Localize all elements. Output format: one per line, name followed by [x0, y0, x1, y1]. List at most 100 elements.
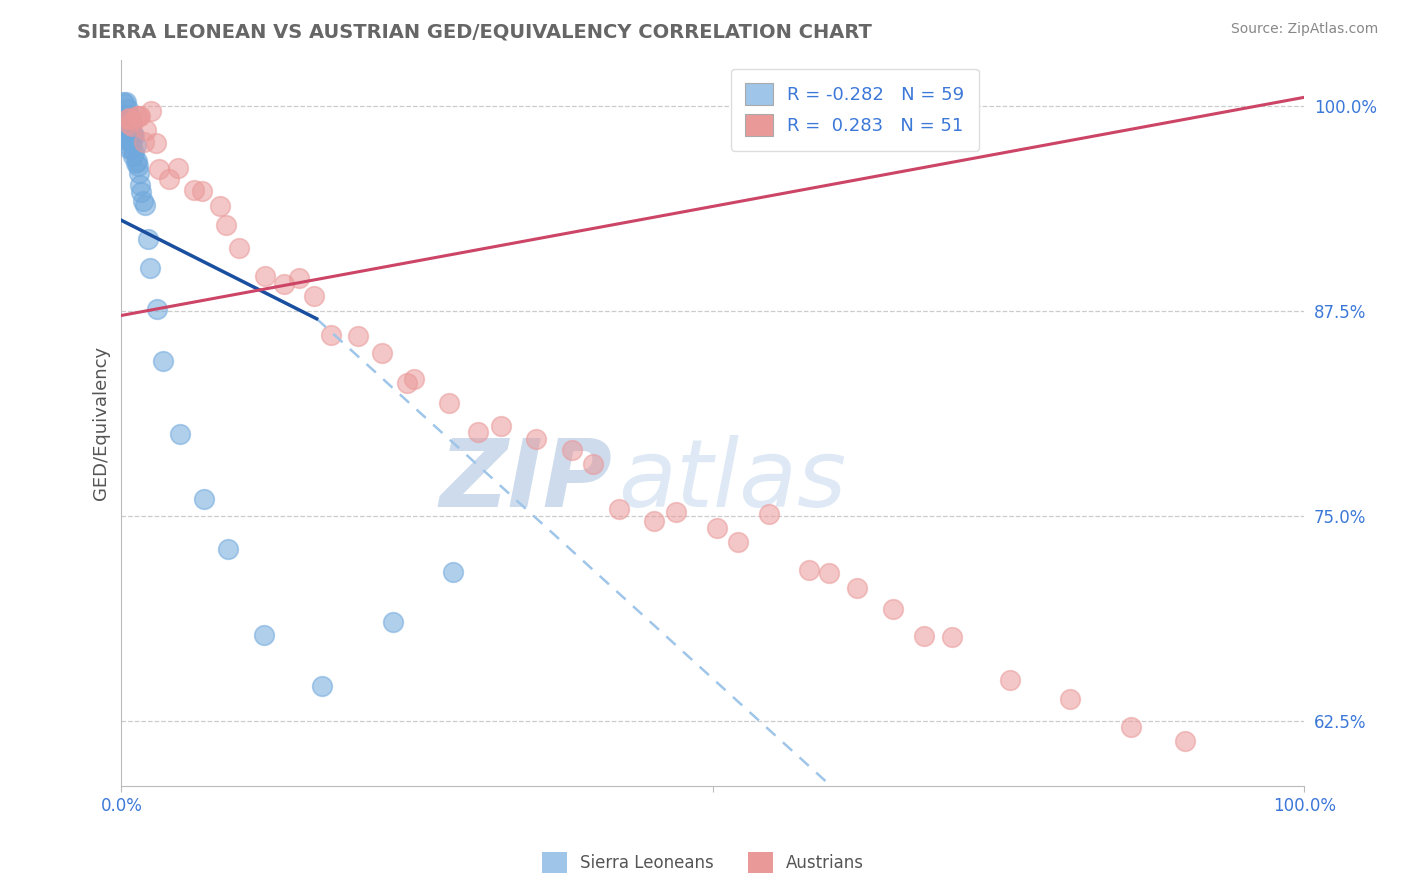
- Legend: Sierra Leoneans, Austrians: Sierra Leoneans, Austrians: [536, 846, 870, 880]
- Text: SIERRA LEONEAN VS AUSTRIAN GED/EQUIVALENCY CORRELATION CHART: SIERRA LEONEAN VS AUSTRIAN GED/EQUIVALEN…: [77, 22, 872, 41]
- Y-axis label: GED/Equivalency: GED/Equivalency: [93, 346, 110, 500]
- Point: [467, 425, 489, 439]
- Point: [439, 396, 461, 410]
- Point: [128, 166, 150, 180]
- Point: [117, 102, 139, 116]
- Point: [217, 541, 239, 556]
- Point: [112, 109, 135, 123]
- Point: [607, 502, 630, 516]
- Point: [208, 199, 231, 213]
- Point: [112, 123, 135, 137]
- Point: [145, 136, 167, 151]
- Point: [117, 123, 139, 137]
- Point: [273, 277, 295, 291]
- Point: [404, 372, 426, 386]
- Point: [118, 111, 141, 125]
- Point: [912, 629, 935, 643]
- Point: [727, 534, 749, 549]
- Point: [117, 128, 139, 142]
- Point: [112, 109, 135, 123]
- Point: [524, 432, 547, 446]
- Point: [941, 630, 963, 644]
- Point: [135, 123, 157, 137]
- Point: [215, 218, 238, 232]
- Point: [122, 149, 145, 163]
- Legend: R = -0.282   N = 59, R =  0.283   N = 51: R = -0.282 N = 59, R = 0.283 N = 51: [731, 69, 979, 151]
- Point: [125, 137, 148, 152]
- Point: [139, 260, 162, 275]
- Point: [121, 128, 143, 142]
- Point: [288, 271, 311, 285]
- Point: [998, 673, 1021, 687]
- Point: [882, 601, 904, 615]
- Point: [1174, 733, 1197, 747]
- Point: [319, 328, 342, 343]
- Text: atlas: atlas: [619, 435, 846, 526]
- Point: [118, 109, 141, 123]
- Point: [706, 521, 728, 535]
- Point: [396, 376, 419, 390]
- Point: [134, 197, 156, 211]
- Point: [120, 115, 142, 129]
- Point: [115, 133, 138, 147]
- Point: [117, 128, 139, 143]
- Point: [228, 241, 250, 255]
- Point: [132, 135, 155, 149]
- Point: [129, 109, 152, 123]
- Point: [1059, 692, 1081, 706]
- Point: [347, 329, 370, 343]
- Point: [141, 103, 163, 118]
- Point: [1121, 720, 1143, 734]
- Point: [115, 128, 138, 143]
- Point: [111, 110, 134, 124]
- Point: [254, 269, 277, 284]
- Point: [665, 505, 688, 519]
- Text: ZIP: ZIP: [440, 435, 612, 527]
- Point: [125, 153, 148, 168]
- Text: Source: ZipAtlas.com: Source: ZipAtlas.com: [1230, 22, 1378, 37]
- Point: [167, 161, 190, 175]
- Point: [129, 185, 152, 199]
- Point: [157, 171, 180, 186]
- Point: [114, 118, 136, 132]
- Point: [117, 112, 139, 126]
- Point: [191, 184, 214, 198]
- Point: [797, 563, 820, 577]
- Point: [253, 628, 276, 642]
- Point: [371, 346, 394, 360]
- Point: [125, 156, 148, 170]
- Point: [148, 162, 170, 177]
- Point: [114, 111, 136, 125]
- Point: [489, 418, 512, 433]
- Point: [311, 679, 333, 693]
- Point: [121, 128, 143, 142]
- Point: [643, 514, 665, 528]
- Point: [112, 129, 135, 144]
- Point: [382, 615, 405, 630]
- Point: [112, 116, 135, 130]
- Point: [115, 120, 138, 135]
- Point: [114, 95, 136, 109]
- Point: [114, 96, 136, 111]
- Point: [136, 232, 159, 246]
- Point: [111, 95, 134, 110]
- Point: [302, 289, 325, 303]
- Point: [120, 133, 142, 147]
- Point: [125, 109, 148, 123]
- Point: [183, 184, 205, 198]
- Point: [115, 108, 138, 122]
- Point: [121, 129, 143, 144]
- Point: [845, 582, 868, 596]
- Point: [817, 566, 839, 580]
- Point: [112, 108, 135, 122]
- Point: [758, 507, 780, 521]
- Point: [441, 566, 464, 580]
- Point: [117, 121, 139, 136]
- Point: [118, 117, 141, 131]
- Point: [131, 194, 153, 209]
- Point: [114, 114, 136, 128]
- Point: [193, 491, 215, 506]
- Point: [117, 133, 139, 147]
- Point: [114, 119, 136, 133]
- Point: [121, 112, 143, 127]
